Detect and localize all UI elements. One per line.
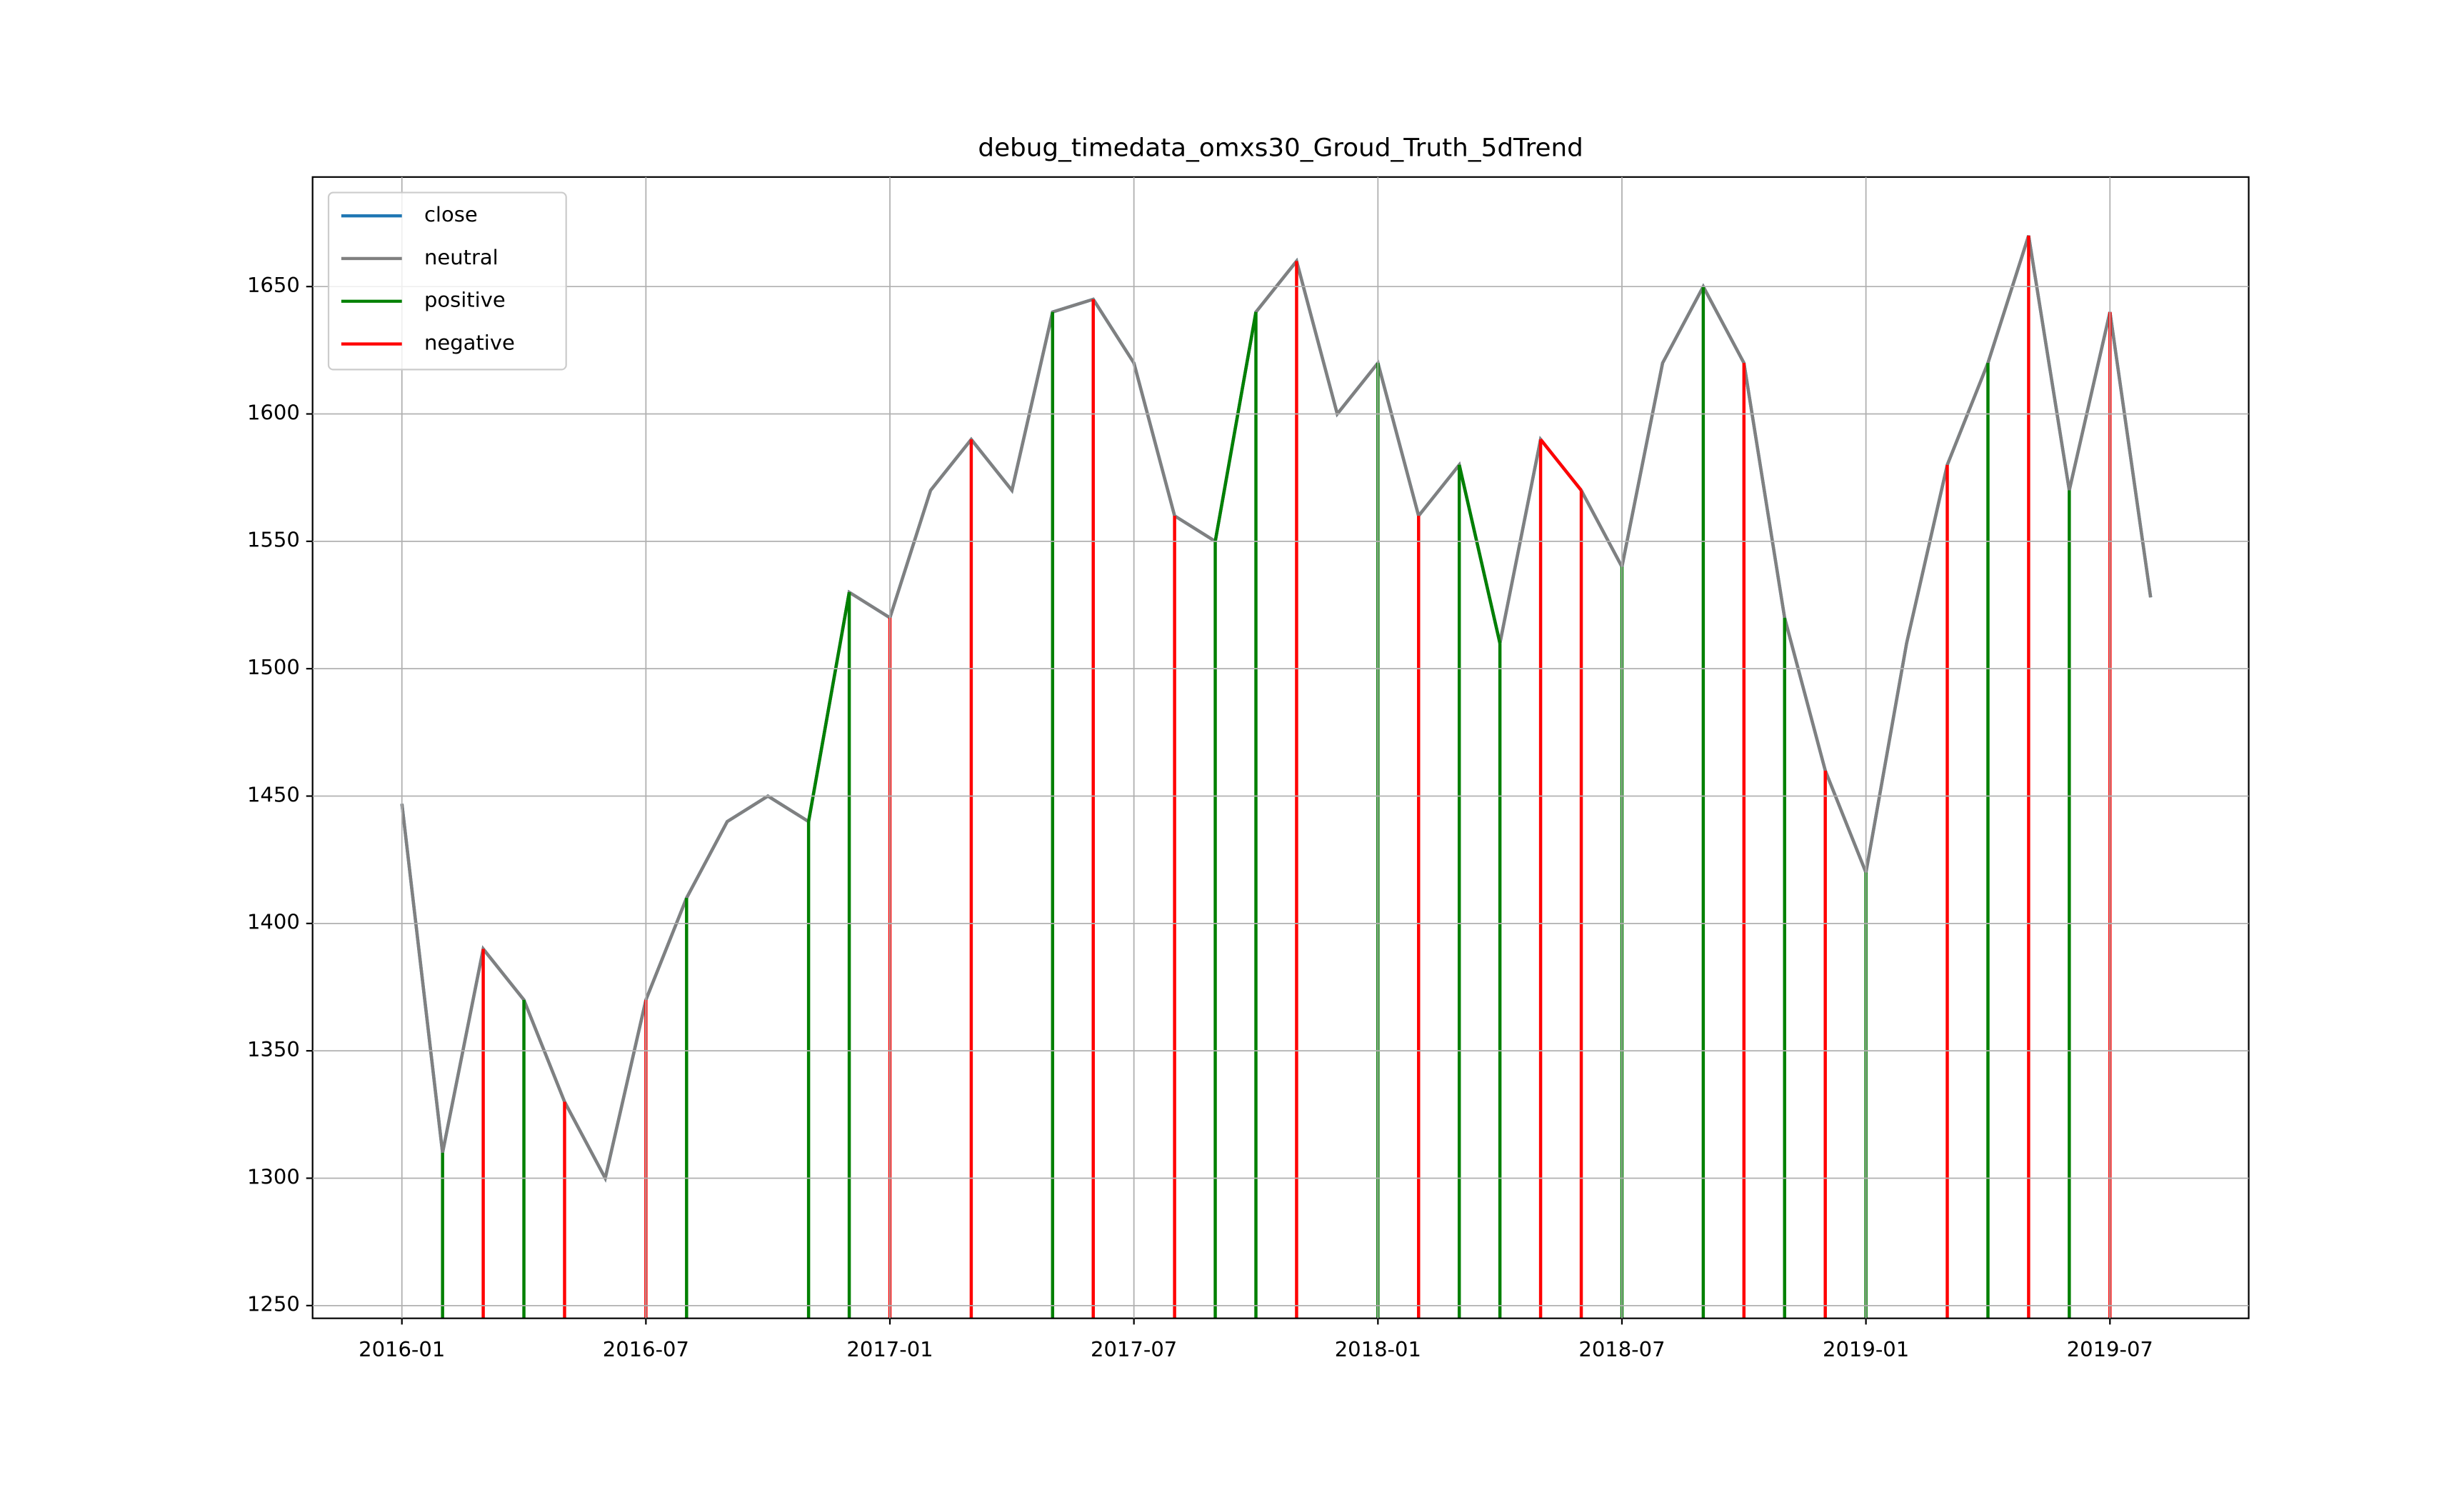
y-tick-label: 1350 — [247, 1037, 300, 1061]
legend-label: positive — [424, 288, 506, 312]
x-tick-label: 2016-01 — [359, 1338, 445, 1362]
x-tick-label: 2018-01 — [1335, 1338, 1421, 1362]
x-tick-label: 2018-07 — [1578, 1338, 1665, 1362]
x-tick-label: 2019-01 — [1823, 1338, 1909, 1362]
x-tick-label: 2017-07 — [1091, 1338, 1177, 1362]
y-tick-label: 1600 — [247, 401, 300, 425]
legend-box — [327, 191, 567, 371]
legend-label: neutral — [424, 245, 499, 269]
x-tick-label: 2016-07 — [603, 1338, 689, 1362]
y-tick-label: 1400 — [247, 910, 300, 934]
legend-label: negative — [424, 331, 515, 355]
x-tick-label: 2019-07 — [2067, 1338, 2153, 1362]
plot-frame — [311, 176, 2250, 1319]
chart-title: debug_timedata_omxs30_Groud_Truth_5dTren… — [978, 134, 1583, 162]
legend-label: close — [424, 202, 478, 226]
y-tick-label: 1450 — [247, 783, 300, 807]
y-tick-label: 1300 — [247, 1165, 300, 1189]
y-tick-label: 1650 — [247, 273, 300, 297]
y-tick-label: 1550 — [247, 528, 300, 552]
y-tick-label: 1500 — [247, 655, 300, 679]
y-tick-label: 1250 — [247, 1292, 300, 1316]
x-tick-label: 2017-01 — [846, 1338, 933, 1362]
